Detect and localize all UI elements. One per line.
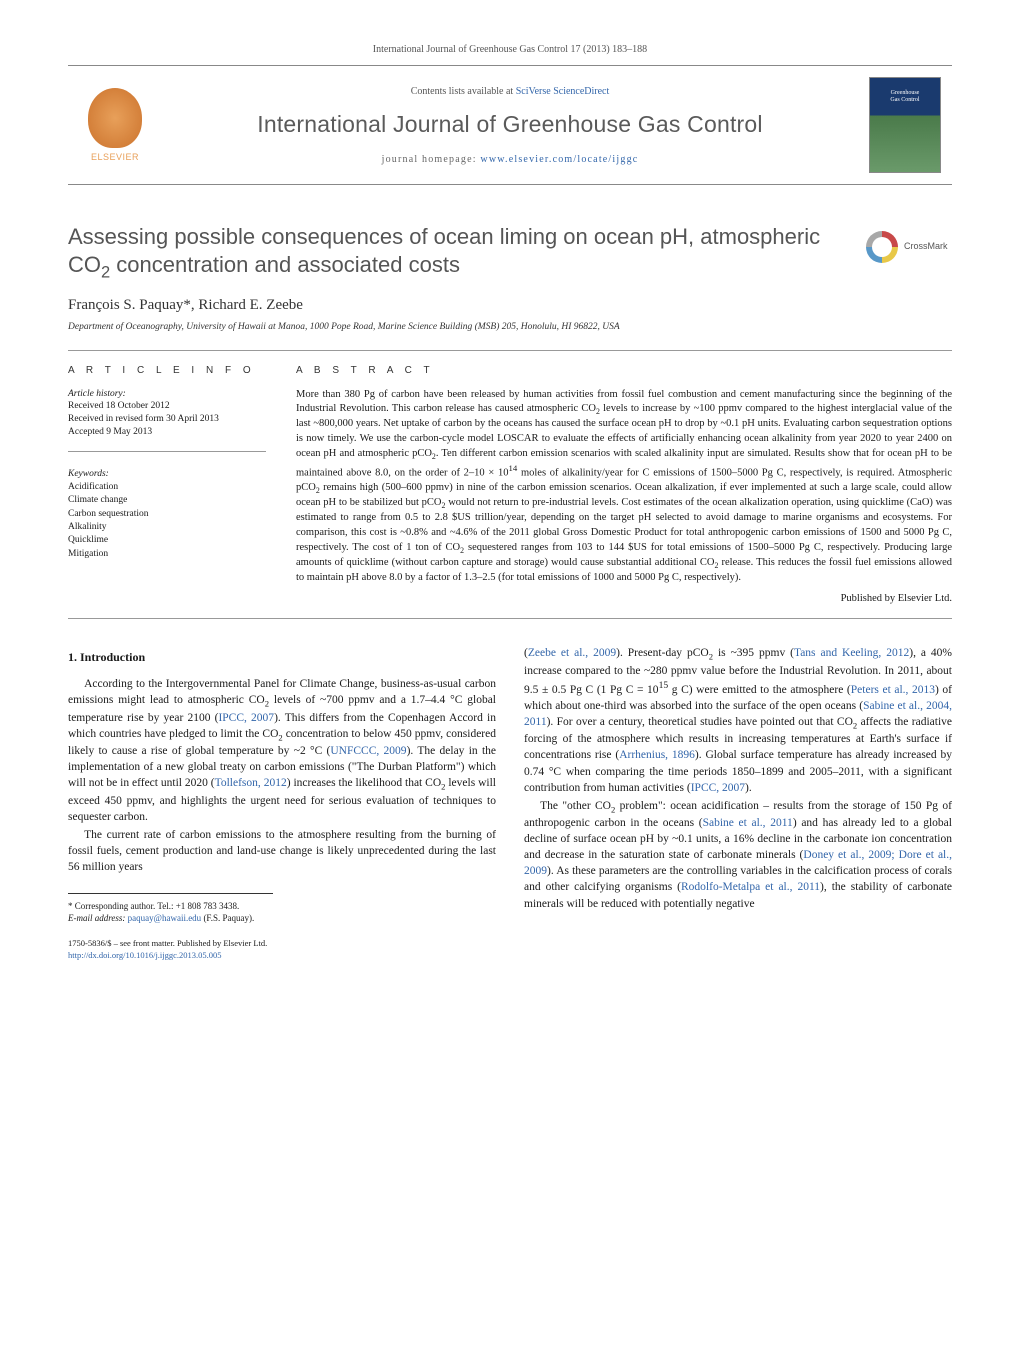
divider <box>68 618 952 619</box>
sciencedirect-link[interactable]: SciVerse ScienceDirect <box>516 86 610 97</box>
article-title: Assessing possible consequences of ocean… <box>68 223 952 283</box>
crossmark-badge[interactable]: CrossMark <box>866 227 952 267</box>
divider <box>68 350 952 351</box>
elsevier-tree-icon <box>88 88 142 148</box>
body-paragraph: The "other CO2 problem": ocean acidifica… <box>524 798 952 912</box>
corresponding-author-footnote: * Corresponding author. Tel.: +1 808 783… <box>68 900 496 924</box>
history-received: Received 18 October 2012 <box>68 400 266 413</box>
history-revised: Received in revised form 30 April 2013 <box>68 413 266 426</box>
copyright-text: 1750-5836/$ – see front matter. Publishe… <box>68 938 496 949</box>
publisher-logo-box: ELSEVIER <box>68 66 162 184</box>
crossmark-label: CrossMark <box>904 241 948 252</box>
article-info-label: A R T I C L E I N F O <box>68 365 266 376</box>
banner-center: Contents lists available at SciVerse Sci… <box>162 66 858 184</box>
footnote-email-line: E-mail address: paquay@hawaii.edu (F.S. … <box>68 912 496 924</box>
footnote-email-link[interactable]: paquay@hawaii.edu <box>128 913 202 923</box>
homepage-prefix: journal homepage: <box>382 154 481 165</box>
keyword: Mitigation <box>68 548 266 561</box>
contents-line: Contents lists available at SciVerse Sci… <box>411 86 610 97</box>
crossmark-icon <box>866 231 898 263</box>
body-paragraph: (Zeebe et al., 2009). Present-day pCO2 i… <box>524 645 952 795</box>
body-paragraph: The current rate of carbon emissions to … <box>68 827 496 875</box>
homepage-link[interactable]: www.elsevier.com/locate/ijggc <box>480 154 638 165</box>
footnote-tel: * Corresponding author. Tel.: +1 808 783… <box>68 900 496 912</box>
footnote-email-suffix: (F.S. Paquay). <box>201 913 254 923</box>
elsevier-label: ELSEVIER <box>91 152 139 162</box>
elsevier-logo: ELSEVIER <box>76 80 154 170</box>
section-heading-intro: 1. Introduction <box>68 649 496 666</box>
keyword: Climate change <box>68 494 266 507</box>
keyword: Carbon sequestration <box>68 508 266 521</box>
copyright-block: 1750-5836/$ – see front matter. Publishe… <box>68 938 496 961</box>
abstract-column: A B S T R A C T More than 380 Pg of carb… <box>296 365 952 605</box>
abstract-text: More than 380 Pg of carbon have been rel… <box>296 388 952 586</box>
keywords-label: Keywords: <box>68 468 266 481</box>
keyword: Quicklime <box>68 534 266 547</box>
keyword: Acidification <box>68 481 266 494</box>
history-accepted: Accepted 9 May 2013 <box>68 426 266 439</box>
authors: François S. Paquay*, Richard E. Zeebe <box>68 297 952 314</box>
body-columns: 1. Introduction According to the Intergo… <box>68 645 952 961</box>
cover-title: GreenhouseGas Control <box>886 90 923 104</box>
journal-name: International Journal of Greenhouse Gas … <box>257 111 762 138</box>
article-title-text: Assessing possible consequences of ocean… <box>68 224 820 277</box>
homepage-line: journal homepage: www.elsevier.com/locat… <box>382 154 639 165</box>
published-by: Published by Elsevier Ltd. <box>296 593 952 604</box>
body-paragraph: According to the Intergovernmental Panel… <box>68 676 496 825</box>
contents-prefix: Contents lists available at <box>411 86 516 97</box>
article-history: Article history: Received 18 October 201… <box>68 388 266 452</box>
journal-banner: ELSEVIER Contents lists available at Sci… <box>68 65 952 185</box>
keyword: Alkalinity <box>68 521 266 534</box>
journal-cover-box: GreenhouseGas Control <box>858 66 952 184</box>
footnote-separator <box>68 893 273 894</box>
citation-header: International Journal of Greenhouse Gas … <box>68 44 952 55</box>
history-label: Article history: <box>68 388 266 401</box>
affiliation: Department of Oceanography, University o… <box>68 322 952 332</box>
abstract-label: A B S T R A C T <box>296 365 952 376</box>
article-info-column: A R T I C L E I N F O Article history: R… <box>68 365 266 605</box>
journal-cover: GreenhouseGas Control <box>869 77 941 173</box>
keywords-block: Keywords: Acidification Climate change C… <box>68 468 266 561</box>
doi-link[interactable]: http://dx.doi.org/10.1016/j.ijggc.2013.0… <box>68 950 222 960</box>
footnote-email-label: E-mail address: <box>68 913 128 923</box>
